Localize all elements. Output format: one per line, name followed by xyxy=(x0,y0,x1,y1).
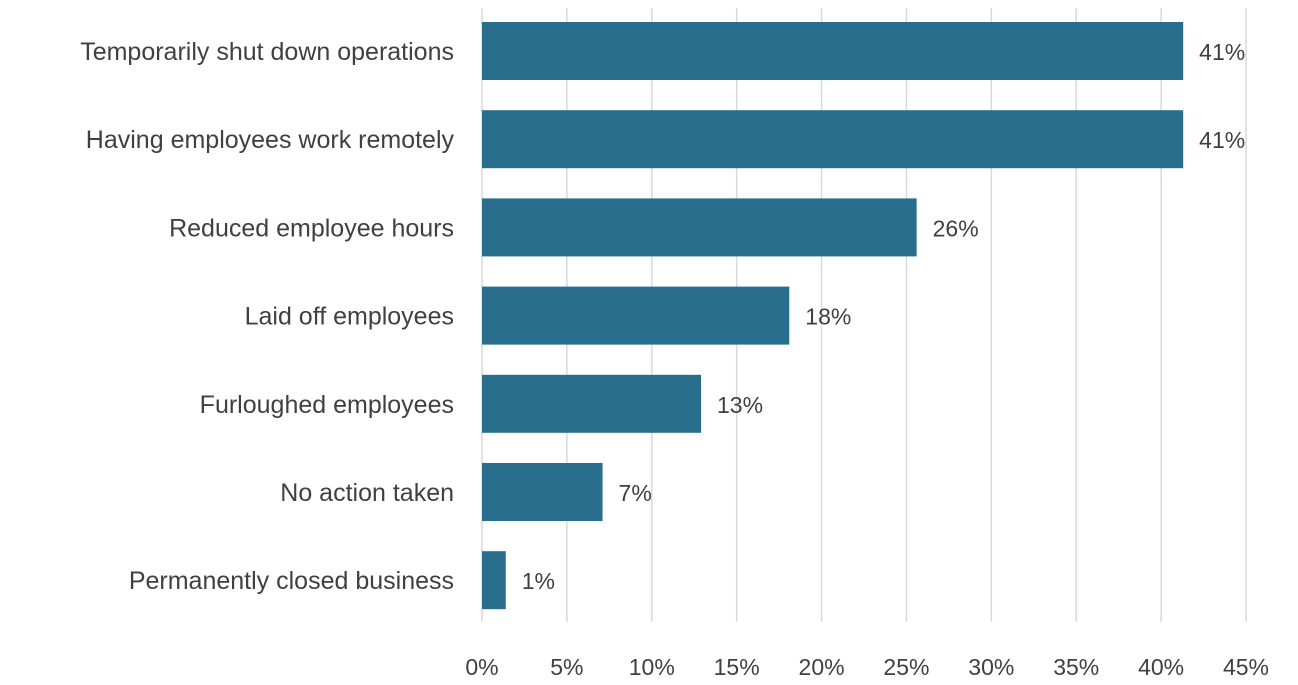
category-label: Furloughed employees xyxy=(200,391,454,419)
data-label: 7% xyxy=(619,480,652,506)
x-tick-label: 15% xyxy=(714,654,760,680)
data-label: 41% xyxy=(1199,39,1245,65)
category-label: Temporarily shut down operations xyxy=(80,38,454,66)
category-label: No action taken xyxy=(280,479,454,507)
data-label: 1% xyxy=(522,568,555,594)
bar xyxy=(482,286,790,345)
data-label: 26% xyxy=(933,215,979,241)
x-tick-label: 5% xyxy=(550,654,583,680)
category-labels: Temporarily shut down operations Having e… xyxy=(80,38,454,595)
x-tick-label: 0% xyxy=(465,654,498,680)
x-tick-label: 40% xyxy=(1138,654,1184,680)
data-label: 13% xyxy=(717,392,763,418)
category-label: Reduced employee hours xyxy=(169,214,454,242)
data-label: 41% xyxy=(1199,127,1245,153)
category-label: Permanently closed business xyxy=(129,567,454,595)
data-label: 18% xyxy=(805,304,851,330)
x-tick-label: 10% xyxy=(629,654,675,680)
x-tick-label: 35% xyxy=(1053,654,1099,680)
x-axis-ticks: 0% 5% 10% 15% 20% 25% 30% 35% 40% 45% xyxy=(465,654,1269,680)
data-labels: 41% 41% 26% 18% 13% 7% 1% xyxy=(522,39,1245,594)
x-tick-label: 25% xyxy=(883,654,929,680)
category-label: Laid off employees xyxy=(245,303,454,331)
bar xyxy=(482,463,603,521)
x-tick-label: 30% xyxy=(968,654,1014,680)
bar xyxy=(482,551,506,610)
bar xyxy=(482,22,1184,80)
x-tick-label: 20% xyxy=(799,654,845,680)
bar xyxy=(482,110,1184,169)
category-label: Having employees work remotely xyxy=(86,126,455,154)
x-tick-label: 45% xyxy=(1223,654,1269,680)
bar xyxy=(482,374,702,433)
bars xyxy=(482,22,1184,610)
bar xyxy=(482,198,917,257)
